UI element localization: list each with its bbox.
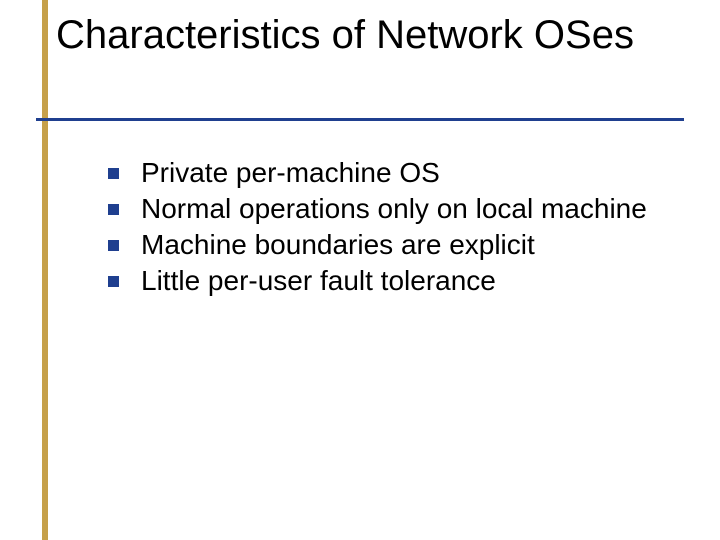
- bullet-text: Little per-user fault tolerance: [141, 264, 496, 298]
- square-bullet-icon: [108, 240, 119, 251]
- slide: Characteristics of Network OSes Private …: [0, 0, 720, 540]
- list-item: Machine boundaries are explicit: [108, 228, 668, 262]
- bullet-text: Private per-machine OS: [141, 156, 440, 190]
- bullet-text: Normal operations only on local machine: [141, 192, 647, 226]
- accent-bar: [42, 0, 48, 540]
- list-item: Normal operations only on local machine: [108, 192, 668, 226]
- square-bullet-icon: [108, 204, 119, 215]
- title-underline: [36, 118, 684, 121]
- bullet-text: Machine boundaries are explicit: [141, 228, 535, 262]
- square-bullet-icon: [108, 276, 119, 287]
- slide-title: Characteristics of Network OSes: [56, 12, 676, 58]
- list-item: Little per-user fault tolerance: [108, 264, 668, 298]
- slide-body: Private per-machine OS Normal operations…: [108, 156, 668, 301]
- square-bullet-icon: [108, 168, 119, 179]
- list-item: Private per-machine OS: [108, 156, 668, 190]
